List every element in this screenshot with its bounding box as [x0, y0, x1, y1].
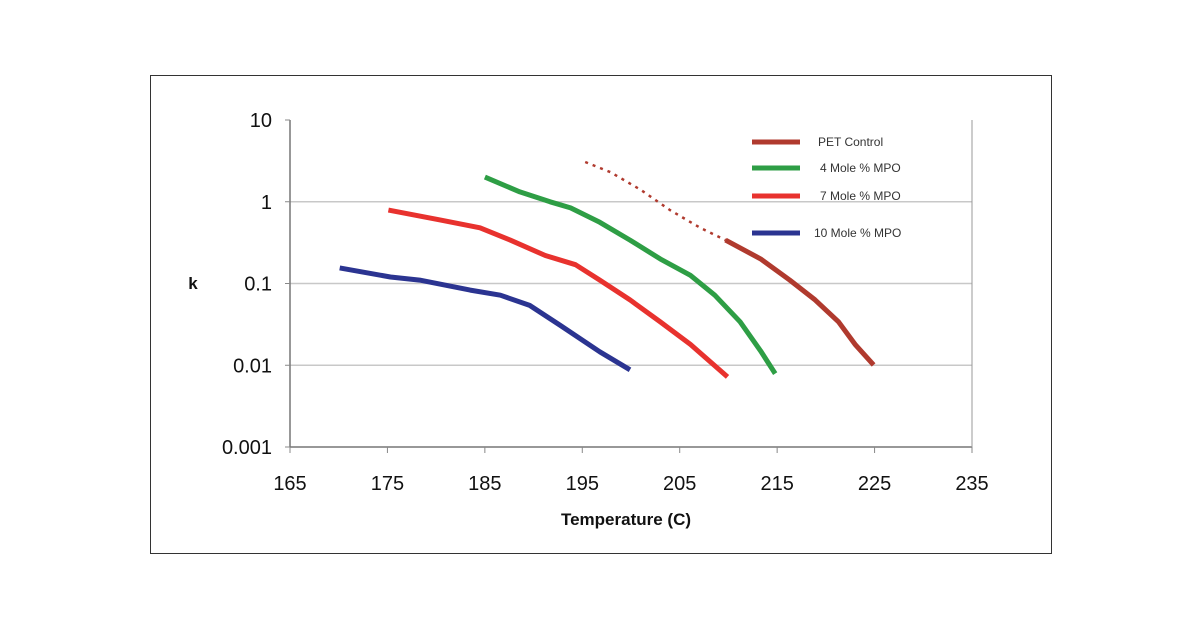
y-tick-label: 10 — [250, 110, 272, 132]
legend-label: 7 Mole % MPO — [820, 189, 901, 203]
legend-label: PET Control — [818, 135, 883, 149]
series-line — [387, 207, 730, 379]
y-axis-label: k — [188, 274, 198, 293]
legend-label: 10 Mole % MPO — [814, 226, 901, 240]
y-tick-label: 0.01 — [233, 355, 272, 377]
x-tick-label: 195 — [566, 473, 599, 495]
x-tick-label: 225 — [858, 473, 891, 495]
x-axis-label: Temperature (C) — [561, 510, 691, 529]
series-line — [339, 265, 632, 372]
series-line-dashed — [584, 160, 727, 242]
x-tick-label: 235 — [955, 473, 988, 495]
x-tick-label: 215 — [760, 473, 793, 495]
legend: PET Control 4 Mole % MPO 7 Mole % MPO 10 Mo… — [752, 135, 901, 240]
x-tick-label: 185 — [468, 473, 501, 495]
x-tick-label: 175 — [371, 473, 404, 495]
series-line — [483, 174, 778, 375]
legend-label: 4 Mole % MPO — [820, 161, 901, 175]
y-tick-label: 0.001 — [222, 437, 272, 459]
x-tick-label: 205 — [663, 473, 696, 495]
y-tick-label: 0.1 — [244, 274, 272, 296]
series-line — [724, 237, 876, 367]
x-tick-label: 165 — [273, 473, 306, 495]
chart-frame — [150, 75, 1052, 554]
y-tick-label: 1 — [261, 192, 272, 214]
